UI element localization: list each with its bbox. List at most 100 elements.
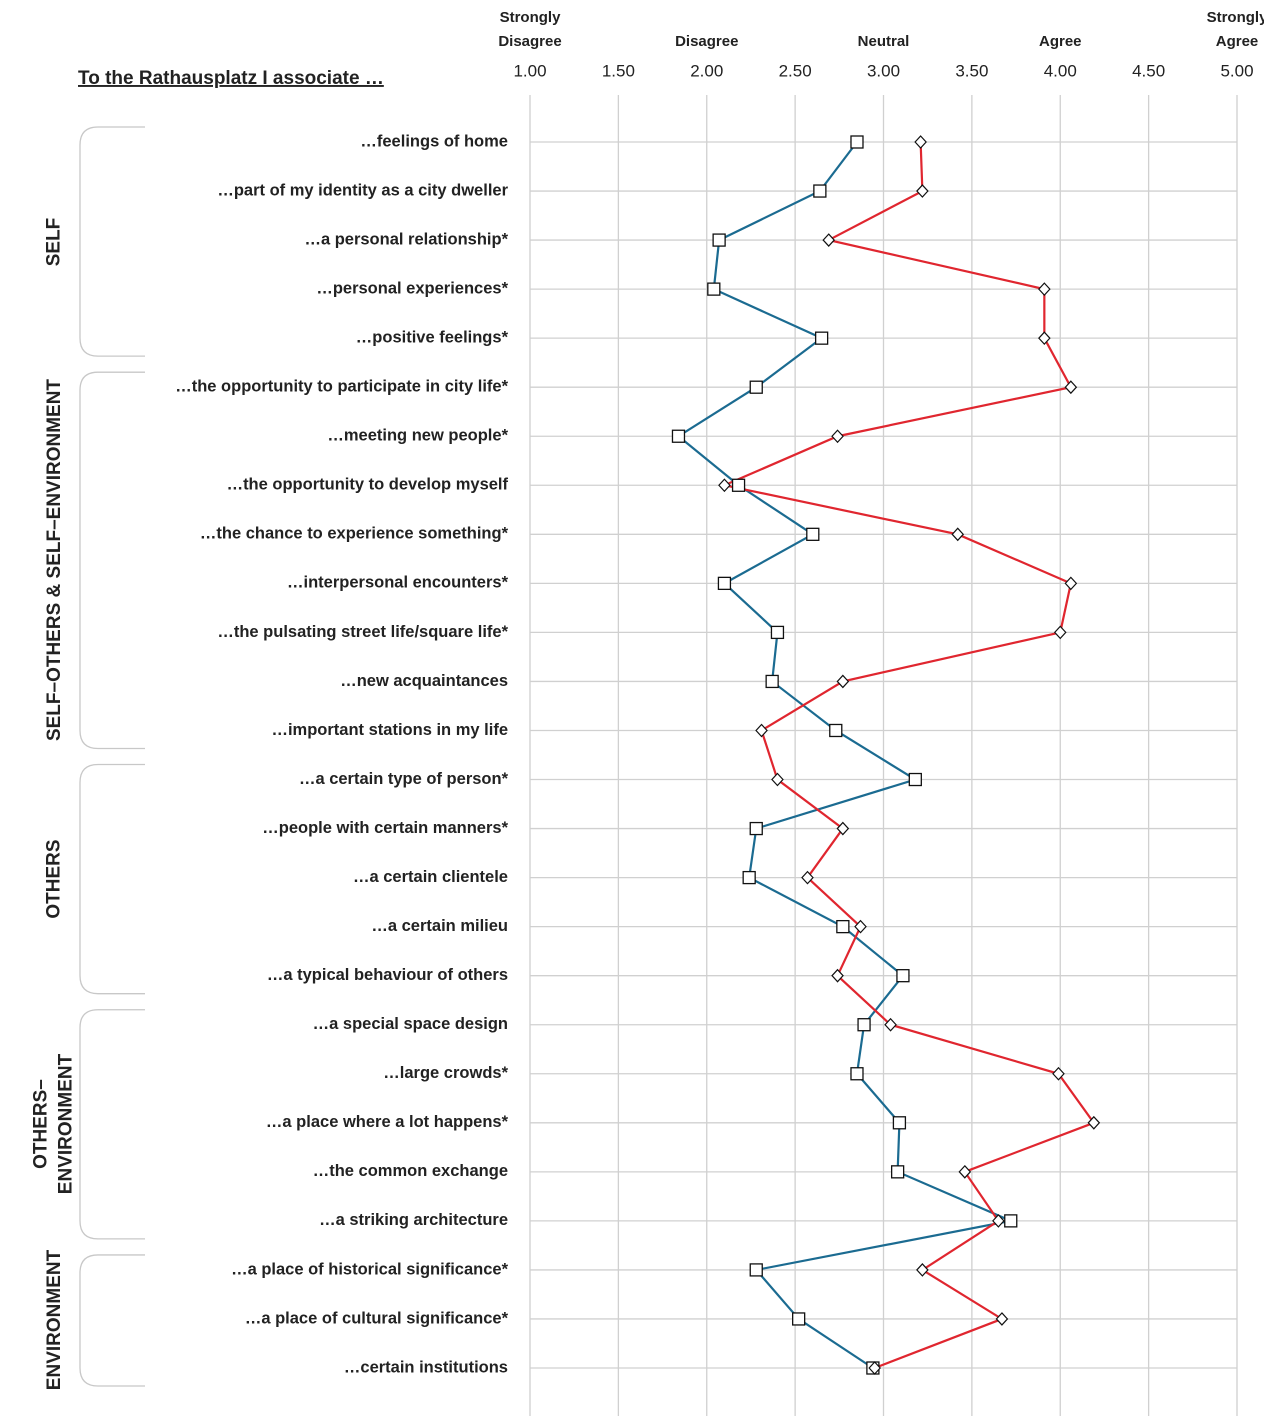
category-label: …part of my identity as a city dweller	[217, 181, 508, 199]
marker	[831, 429, 844, 444]
category-label: …a place of cultural significance*	[245, 1309, 509, 1327]
group-bracket	[79, 1009, 145, 1240]
marker	[1052, 1066, 1065, 1081]
category-label: …important stations in my life	[271, 721, 508, 739]
marker	[850, 1067, 864, 1081]
series-line	[676, 141, 1015, 1369]
group-bracket	[79, 1254, 145, 1387]
marker	[995, 1312, 1009, 1326]
marker	[770, 625, 785, 640]
x-tick-label: 1.50	[602, 61, 635, 80]
marker	[731, 478, 746, 492]
marker	[836, 919, 850, 934]
marker	[1087, 1115, 1101, 1130]
marker	[916, 184, 929, 198]
series-line	[720, 141, 1096, 1370]
marker	[792, 1312, 806, 1326]
marker	[857, 1018, 871, 1032]
marker	[749, 380, 763, 394]
category-label: …a place of historical significance*	[231, 1260, 509, 1278]
category-label: …large crowds*	[383, 1064, 508, 1082]
scale-label: Neutral	[857, 33, 910, 50]
group-bracket	[79, 371, 145, 750]
category-label: …personal experiences*	[316, 279, 508, 297]
x-tick-label: 3.00	[867, 61, 900, 80]
marker	[854, 919, 867, 934]
group-bracket	[79, 763, 145, 995]
marker	[806, 527, 820, 541]
marker	[1053, 625, 1067, 640]
x-tick-label: 4.00	[1044, 61, 1077, 80]
marker	[850, 135, 864, 149]
x-tick-label: 5.00	[1220, 61, 1253, 80]
marker	[801, 870, 814, 885]
marker	[771, 772, 784, 787]
group-label: SELF–OTHERS & SELF–ENVIRONMENT	[43, 379, 65, 742]
group-label: ENVIRONMENT	[43, 1250, 65, 1391]
marker	[992, 1213, 1005, 1228]
x-tick-label: 1.00	[513, 61, 546, 80]
chart-title: To the Rathausplatz I associate …	[78, 68, 384, 89]
marker	[765, 674, 779, 689]
category-label: …meeting new people*	[327, 427, 508, 445]
marker	[822, 233, 836, 247]
marker	[916, 1263, 929, 1277]
x-tick-label: 2.00	[690, 61, 723, 80]
category-label: …the opportunity to participate in city …	[175, 378, 508, 396]
marker	[836, 821, 850, 836]
group-bracket	[79, 126, 145, 357]
category-label: …certain institutions	[344, 1358, 508, 1376]
marker	[749, 821, 763, 836]
marker	[1004, 1214, 1018, 1228]
marker	[742, 870, 756, 885]
category-label: …interpersonal encounters*	[287, 574, 509, 592]
category-label: …the common exchange	[313, 1162, 508, 1180]
category-label: …a certain type of person*	[299, 770, 509, 788]
marker	[671, 429, 686, 443]
category-label: …a place where a lot happens*	[266, 1113, 509, 1131]
marker	[914, 135, 927, 149]
marker	[813, 184, 827, 198]
category-label: …a certain clientele	[353, 868, 508, 886]
marker	[1064, 380, 1078, 395]
category-label: …people with certain manners*	[262, 819, 508, 837]
marker	[712, 233, 726, 247]
category-label: …the pulsating street life/square life*	[217, 623, 508, 641]
category-label: …positive feelings*	[356, 329, 509, 347]
marker	[890, 1165, 905, 1179]
marker	[831, 968, 844, 983]
marker	[814, 331, 829, 345]
category-label: …a special space design	[313, 1015, 508, 1033]
marker	[958, 1164, 972, 1179]
x-tick-label: 3.50	[955, 61, 988, 80]
x-tick-label: 2.50	[779, 61, 812, 80]
category-label: …the opportunity to develop myself	[227, 476, 509, 494]
marker	[717, 576, 732, 591]
marker	[718, 478, 731, 493]
scale-label: Agree	[1038, 33, 1082, 50]
category-label: …a striking architecture	[319, 1211, 508, 1229]
marker	[1038, 282, 1051, 297]
marker	[908, 772, 922, 787]
scale-label: Strongly Agree	[1206, 9, 1264, 50]
group-label: SELF	[43, 217, 65, 266]
marker	[836, 674, 850, 689]
marker	[896, 969, 910, 983]
category-label: …a personal relationship*	[304, 230, 508, 248]
marker	[1064, 576, 1078, 591]
category-label: …a certain milieu	[371, 917, 508, 935]
group-label: OTHERS	[43, 839, 65, 919]
marker	[707, 282, 721, 296]
marker	[884, 1017, 897, 1032]
category-label: …a typical behaviour of others	[267, 966, 508, 984]
scale-label: Strongly Disagree	[498, 9, 562, 50]
category-label: …feelings of home	[360, 132, 508, 150]
marker	[868, 1361, 881, 1375]
marker	[1038, 331, 1051, 346]
group-label: OTHERS– ENVIRONMENT	[31, 1054, 77, 1195]
marker	[829, 723, 843, 738]
x-tick-label: 4.50	[1132, 61, 1165, 80]
marker	[892, 1116, 907, 1130]
